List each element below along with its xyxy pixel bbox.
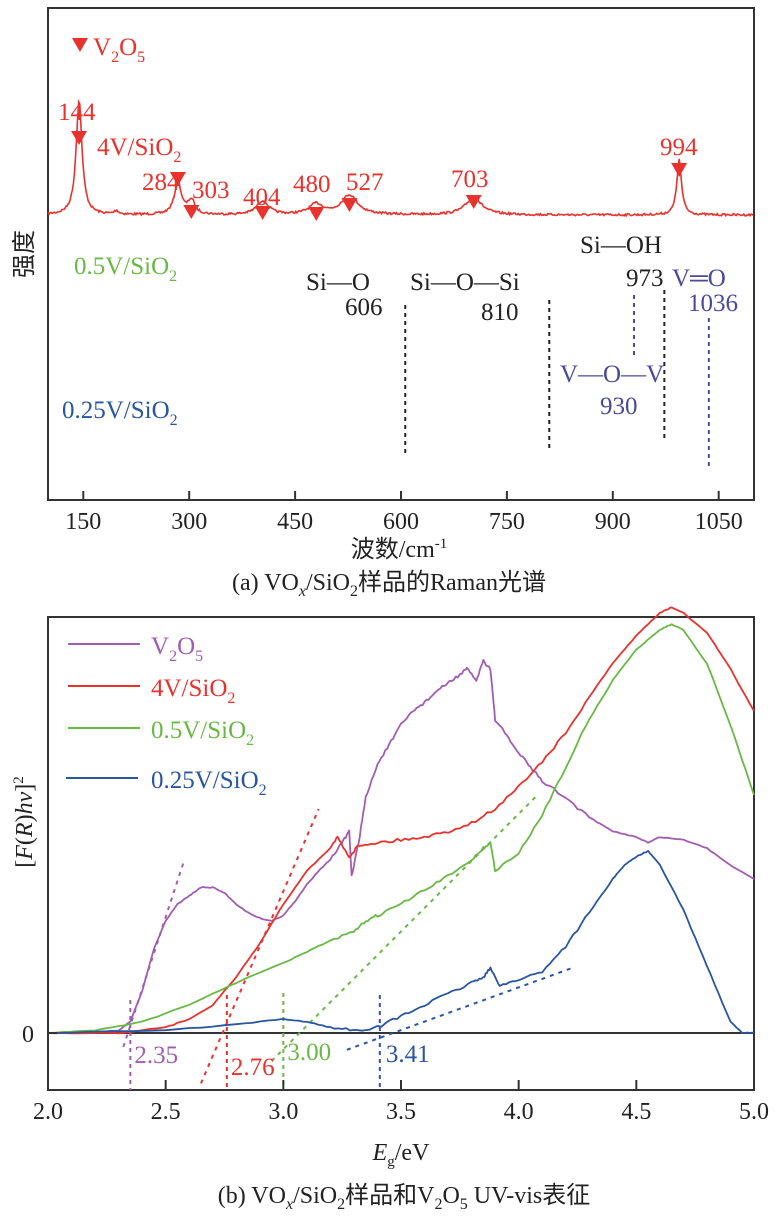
x-tick-label: 5.0 <box>739 1099 769 1125</box>
uvvis-x-ticks: 2.0 2.5 3.0 3.5 4.0 4.5 5.0 <box>33 1032 769 1125</box>
x-tick-label: 3.5 <box>386 1099 416 1125</box>
band-gap-label: 3.00 <box>287 1039 331 1066</box>
peak-label: 703 <box>451 166 489 193</box>
peak-labels: 144 284 303 404 480 527 703 994 <box>58 99 698 211</box>
x-tick-label: 4.0 <box>504 1099 534 1125</box>
tangent-line <box>270 794 539 1062</box>
y-tick-label: 0 <box>22 1022 34 1048</box>
x-tick-label: 2.5 <box>151 1099 181 1125</box>
peak-label: 527 <box>346 169 384 196</box>
band-gap-label: 2.35 <box>134 1042 178 1069</box>
raman-y-axis-label: 强度 <box>11 230 38 278</box>
peak-label: 284 <box>142 169 180 196</box>
raman-caption: (a) VOx/SiO2样品的Raman光谱 <box>232 569 546 600</box>
raman-legend: V2O5 <box>72 34 145 66</box>
peak-label: 303 <box>192 177 230 204</box>
series-line-025vsio2 <box>48 849 755 1034</box>
raman-peak-markers <box>71 131 688 221</box>
annotation-v-o-v-value: 930 <box>600 393 638 420</box>
uvvis-caption: (b) VOx/SiO2样品和V2O5 UV-vis表征 <box>218 1182 591 1213</box>
tangent-lines <box>122 794 571 1084</box>
x-tick-label: 600 <box>383 509 419 535</box>
peak-marker-icon <box>169 172 186 186</box>
tangent-line <box>122 859 186 1048</box>
band-gap-labels: 2.35 2.76 3.00 3.41 <box>134 1039 429 1081</box>
series-label-4v: 4V/SiO2 <box>97 134 181 166</box>
x-tick-label: 900 <box>595 509 631 535</box>
uvvis-y-axis-label: [F(R)hν]2 <box>11 776 38 868</box>
peak-label: 404 <box>243 184 281 211</box>
band-gap-label: 2.76 <box>231 1054 275 1081</box>
raman-x-axis-label: 波数/cm-1 <box>351 536 448 563</box>
x-tick-label: 1050 <box>695 509 743 535</box>
x-tick-label: 300 <box>171 509 207 535</box>
annotation-si-oh-value: 973 <box>626 265 664 292</box>
annotation-si-o: Si—O <box>306 269 370 296</box>
peak-marker-icon <box>671 163 688 177</box>
raman-x-ticks: 150 300 450 600 750 900 1050 <box>65 491 743 535</box>
series-line-4vsio2 <box>47 99 754 218</box>
raman-series <box>47 99 754 218</box>
raman-legend-label: V2O5 <box>93 34 145 66</box>
x-tick-label: 4.5 <box>621 1099 651 1125</box>
x-tick-label: 3.0 <box>268 1099 298 1125</box>
series-label-05v: 0.5V/SiO2 <box>74 253 177 285</box>
annotation-si-oh: Si—OH <box>580 232 662 259</box>
legend-label-05v: 0.5V/SiO2 <box>151 717 254 749</box>
x-tick-label: 2.0 <box>33 1099 63 1125</box>
uvvis-series <box>47 606 755 1035</box>
peak-marker-icon <box>71 131 88 145</box>
band-gap-vlines <box>129 993 381 1090</box>
annotation-v-o-double: V═O <box>672 265 726 292</box>
uvvis-x-axis-label: Eg/eV <box>372 1140 430 1170</box>
x-tick-label: 450 <box>277 509 313 535</box>
series-line-v2o5 <box>47 659 755 1035</box>
annotation-si-o-value: 606 <box>345 294 383 321</box>
peak-marker-icon <box>341 198 358 212</box>
legend-label-v2o5: V2O5 <box>151 633 203 665</box>
raman-vlines <box>404 290 710 468</box>
tangent-line <box>346 967 571 1051</box>
triangle-marker-icon <box>72 38 88 52</box>
x-tick-label: 150 <box>65 509 101 535</box>
x-tick-label: 750 <box>489 509 525 535</box>
series-line-05vsio2 <box>47 623 755 1034</box>
band-gap-label: 3.41 <box>386 1041 430 1068</box>
peak-marker-icon <box>308 207 325 221</box>
uvvis-legend: V2O5 4V/SiO2 0.5V/SiO2 0.25V/SiO2 <box>66 633 267 799</box>
annotation-v-o-double-value: 1036 <box>688 290 738 317</box>
raman-panel: 150 300 450 600 750 900 1050 V2O5 4V/SiO2 0.5V… <box>11 8 755 600</box>
peak-marker-icon <box>465 195 482 209</box>
annotation-v-o-v: V—O—V <box>560 361 664 388</box>
peak-label: 144 <box>58 99 96 126</box>
series-label-025v: 0.25V/SiO2 <box>62 397 178 429</box>
peak-marker-icon <box>254 206 271 220</box>
annotation-si-o-si-value: 810 <box>481 299 519 326</box>
uvvis-panel: 2.0 2.5 3.0 3.5 4.0 4.5 5.0 2.35 2.76 3.00 3.41 V… <box>11 606 769 1213</box>
series-line-4vsio2 <box>47 606 755 1035</box>
annotation-si-o-si: Si—O—Si <box>410 269 520 296</box>
peak-label: 994 <box>660 134 698 161</box>
peak-label: 480 <box>293 171 331 198</box>
peak-marker-icon <box>183 205 200 219</box>
legend-label-4v: 4V/SiO2 <box>151 675 235 707</box>
legend-label-025v: 0.25V/SiO2 <box>151 767 267 799</box>
